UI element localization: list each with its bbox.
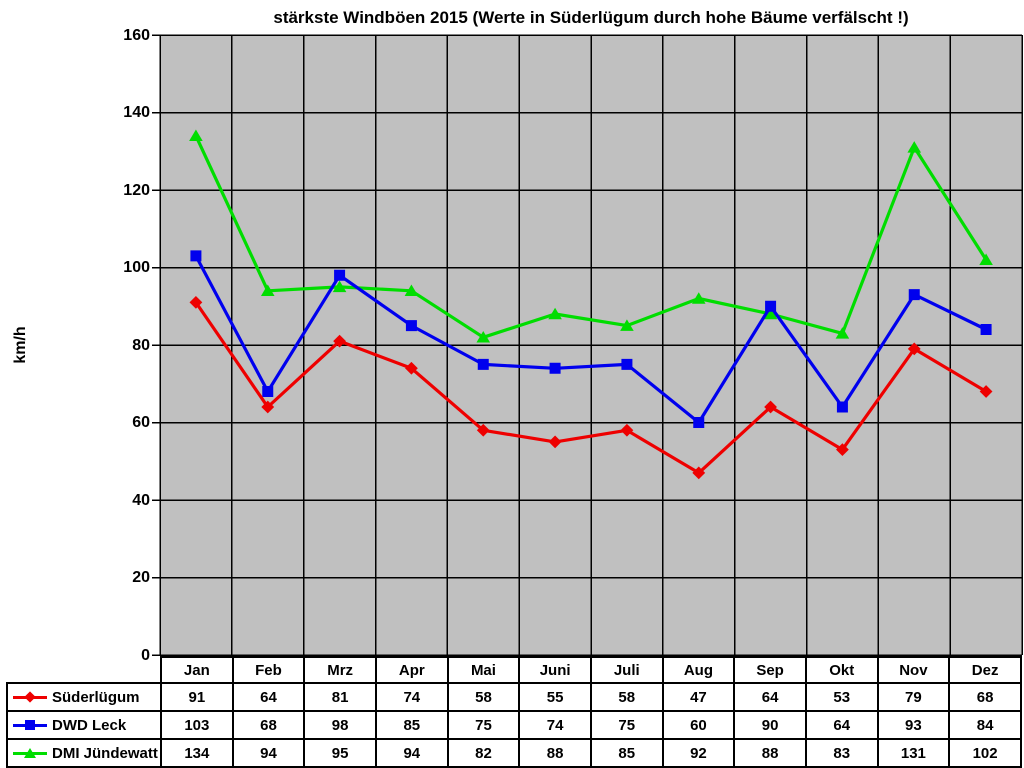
value-cell: 103 [160,710,234,740]
value-cell: 83 [804,738,879,768]
value-cell: 60 [661,710,736,740]
diamond-marker-icon [13,690,47,704]
value-cell: 47 [661,682,736,712]
chart-title: stärkste Windböen 2015 (Werte in Süderlü… [273,8,909,27]
legend-cell-1: DWD Leck [6,710,162,740]
month-header-cell: Juni [518,656,592,684]
value-cell: 82 [446,738,521,768]
value-cell: 131 [876,738,951,768]
legend-item: DWD Leck [9,716,159,734]
y-axis-tick-label: 160 [123,26,150,44]
value-cell: 68 [231,710,306,740]
triangle-marker-icon [13,746,47,760]
month-header-cell: Sep [733,656,807,684]
value-cell: 98 [303,710,377,740]
month-header-cell: Nov [876,656,951,684]
legend-cell-0: Süderlügum [6,682,162,712]
y-axis-tick-label: 60 [132,414,150,431]
value-cell: 85 [374,710,449,740]
value-cell: 55 [518,682,592,712]
value-cell: 79 [876,682,951,712]
table-corner-blank [7,657,161,683]
value-cell: 75 [589,710,664,740]
value-cell: 90 [733,710,807,740]
series-row-0: Süderlügum 91 64 81 74 58 55 58 47 64 53 79 68 [6,682,1022,712]
value-cell: 94 [231,738,306,768]
y-axis-tick-label: 20 [132,569,150,586]
value-cell: 95 [303,738,377,768]
month-header-cell: Juli [589,656,664,684]
legend-label: DMI Jündewatt [52,744,158,762]
data-table: Jan Feb Mrz Apr Mai Juni Juli Aug Sep Okt Nov Dez Sü… [6,656,1022,768]
y-axis-title: km/h [12,326,29,364]
value-cell: 53 [804,682,879,712]
y-axis-tick-label: 40 [132,491,150,509]
legend-item: DMI Jündewatt [9,744,159,762]
value-cell: 81 [303,682,377,712]
value-cell: 64 [231,682,306,712]
y-axis-tick-label: 140 [123,104,150,121]
legend-label: Süderlügum [52,688,140,706]
series-row-1: DWD Leck 103 68 98 85 75 74 75 60 90 64 93 84 [6,710,1022,740]
month-header-cell: Apr [374,656,449,684]
value-cell: 102 [948,738,1022,768]
month-header-cell: Mai [446,656,521,684]
month-header-cell: Okt [804,656,879,684]
value-cell: 93 [876,710,951,740]
plot-area [152,34,1023,656]
value-cell: 91 [160,682,234,712]
value-cell: 88 [518,738,592,768]
value-cell: 64 [733,682,807,712]
month-header-cell: Jan [160,656,234,684]
y-axis-tick-label: 100 [123,259,150,276]
month-header-row: Jan Feb Mrz Apr Mai Juni Juli Aug Sep Okt Nov Dez [7,656,1022,684]
value-cell: 58 [446,682,521,712]
value-cell: 75 [446,710,521,740]
value-cell: 64 [804,710,879,740]
y-axis-tick-label: 120 [123,181,150,199]
value-cell: 134 [160,738,234,768]
y-axis-tick-label: 80 [132,336,150,354]
value-cell: 94 [374,738,449,768]
value-cell: 74 [518,710,592,740]
month-header-cell: Aug [661,656,736,684]
value-cell: 88 [733,738,807,768]
square-marker-icon [13,718,47,732]
series-row-2: DMI Jündewatt 134 94 95 94 82 88 85 92 88 83 131 102 [6,738,1022,768]
value-cell: 68 [948,682,1022,712]
value-cell: 92 [661,738,736,768]
legend-item: Süderlügum [9,688,159,706]
month-header-cell: Dez [948,656,1022,684]
value-cell: 85 [589,738,664,768]
month-header-cell: Mrz [303,656,377,684]
legend-label: DWD Leck [52,716,127,734]
y-axis-tick-label: 0 [141,646,150,664]
month-header-cell: Feb [231,656,306,684]
legend-cell-2: DMI Jündewatt [6,738,162,768]
value-cell: 58 [589,682,664,712]
value-cell: 84 [948,710,1022,740]
value-cell: 74 [374,682,449,712]
